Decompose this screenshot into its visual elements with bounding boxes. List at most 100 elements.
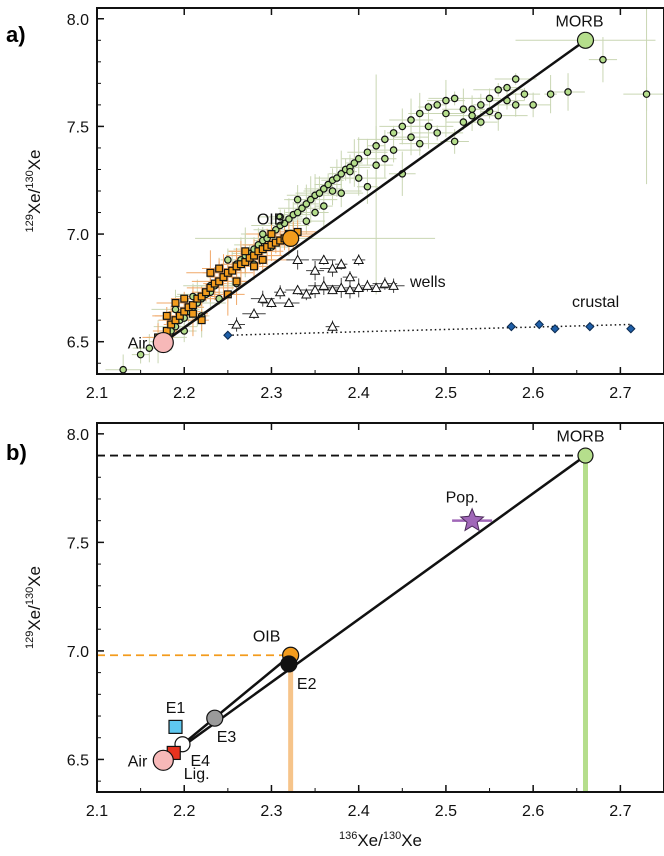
- data-point-circle: [372, 141, 380, 150]
- point-e1: [168, 719, 183, 734]
- point-e3: [206, 709, 224, 727]
- data-point-square: [180, 307, 189, 316]
- data-point-square: [197, 316, 206, 325]
- x-title-sup2: 130: [383, 830, 401, 842]
- data-point-square: [167, 320, 176, 329]
- point-morb: [577, 447, 594, 464]
- point-pop: [459, 507, 485, 532]
- data-point-circle: [477, 101, 485, 109]
- mixing-line: [162, 454, 587, 762]
- data-point-square: [232, 277, 241, 286]
- data-point-circle: [293, 195, 302, 204]
- y-tick-label: 7.0: [67, 644, 89, 661]
- data-point-square: [197, 292, 206, 301]
- x-tick-label: 2.6: [522, 803, 544, 820]
- data-point-square: [171, 298, 180, 307]
- y-axis-title: 129Xe/130Xe: [24, 149, 44, 232]
- y-tick-label: 8.0: [67, 427, 89, 444]
- data-point-triangle: [274, 286, 286, 297]
- y-title-end: Xe: [25, 149, 44, 170]
- data-point-triangle: [344, 284, 356, 295]
- y-title-mid: Xe/: [25, 605, 44, 631]
- data-point-triangle: [327, 284, 338, 295]
- x-tick-label: 2.1: [86, 803, 108, 820]
- y-tick-label: 8.0: [67, 12, 89, 29]
- crustal-trend-line: [227, 323, 631, 336]
- x-title-sup1: 136: [339, 830, 357, 842]
- data-point-circle: [459, 118, 468, 126]
- data-point-triangle: [379, 278, 391, 288]
- x-tick-label: 2.2: [173, 803, 195, 820]
- data-point-square: [258, 255, 267, 264]
- data-point-diamond: [550, 324, 560, 334]
- point-air: [152, 749, 174, 771]
- data-point-square: [188, 309, 197, 318]
- x-tick-label: 2.4: [348, 803, 370, 820]
- y-title-sup1: 129: [24, 214, 36, 232]
- data-point-triangle: [283, 297, 295, 308]
- data-point-circle: [302, 217, 311, 225]
- data-point-circle: [407, 116, 415, 124]
- y-title-mid: Xe/: [25, 188, 44, 214]
- data-point-triangle: [318, 280, 330, 290]
- end-member-air: [152, 331, 174, 354]
- label-crustal: crustal: [572, 294, 619, 311]
- data-point-circle: [389, 129, 398, 137]
- data-point-circle: [468, 105, 476, 113]
- panel-a: MORB OIB Air wells crustal a) 2.1 2.2 2.3 2.4 2.5 2…: [6, 7, 664, 402]
- data-point-square: [228, 266, 237, 275]
- data-point-circle: [337, 169, 346, 178]
- label-air: Air: [128, 336, 148, 353]
- data-point-square: [206, 268, 215, 277]
- label-air: Air: [128, 753, 148, 770]
- data-point-triangle: [327, 321, 338, 331]
- data-point-square: [180, 294, 189, 303]
- data-point-square: [206, 283, 215, 292]
- data-point-circle: [381, 135, 389, 144]
- data-point-circle: [415, 109, 424, 118]
- y-tick-label: 6.5: [67, 335, 89, 352]
- data-point-circle: [328, 187, 337, 195]
- x-tick-label: 2.3: [260, 803, 282, 820]
- data-point-circle: [485, 94, 494, 103]
- data-point-triangle: [335, 282, 347, 292]
- data-point-square: [202, 288, 211, 297]
- data-point-circle: [136, 350, 145, 359]
- data-point-circle: [424, 103, 433, 111]
- data-point-triangle: [362, 280, 373, 290]
- panel-label: b): [6, 440, 27, 465]
- data-point-triangle: [318, 254, 330, 264]
- data-point-square: [171, 316, 180, 325]
- y-axis-title: 129Xe/130Xe: [24, 566, 44, 649]
- data-point-square: [215, 277, 224, 286]
- y-tick-label: 7.5: [67, 535, 89, 552]
- mixing-line: [162, 39, 587, 344]
- x-tick-label: 2.1: [86, 385, 108, 402]
- y-title-sup1: 129: [24, 631, 36, 649]
- data-point-circle: [337, 189, 346, 197]
- data-point-circle: [302, 200, 311, 208]
- data-point-triangle: [301, 288, 312, 299]
- y-title-sup2: 130: [24, 587, 36, 605]
- data-point-circle: [258, 230, 267, 238]
- data-point-circle: [285, 215, 293, 223]
- x-tick-label: 2.5: [435, 385, 457, 402]
- data-point-triangle: [327, 262, 338, 273]
- x-tick-label: 2.3: [260, 385, 282, 402]
- point-e2: [280, 655, 298, 673]
- label-oib: OIB: [257, 211, 285, 228]
- y-title-sup2: 130: [24, 170, 36, 188]
- data-point-circle: [280, 219, 289, 228]
- data-point-circle: [407, 133, 415, 141]
- data-point-circle: [494, 86, 503, 94]
- data-point-circle: [433, 101, 442, 109]
- x-tick-label: 2.4: [348, 385, 370, 402]
- data-point-square: [250, 251, 259, 260]
- data-point-circle: [398, 122, 407, 131]
- data-point-circle: [350, 159, 359, 167]
- label-e3: E3: [217, 729, 237, 746]
- data-point-circle: [511, 101, 520, 109]
- data-point-square: [162, 311, 171, 320]
- data-point-triangle: [335, 258, 347, 269]
- data-point-circle: [145, 344, 154, 352]
